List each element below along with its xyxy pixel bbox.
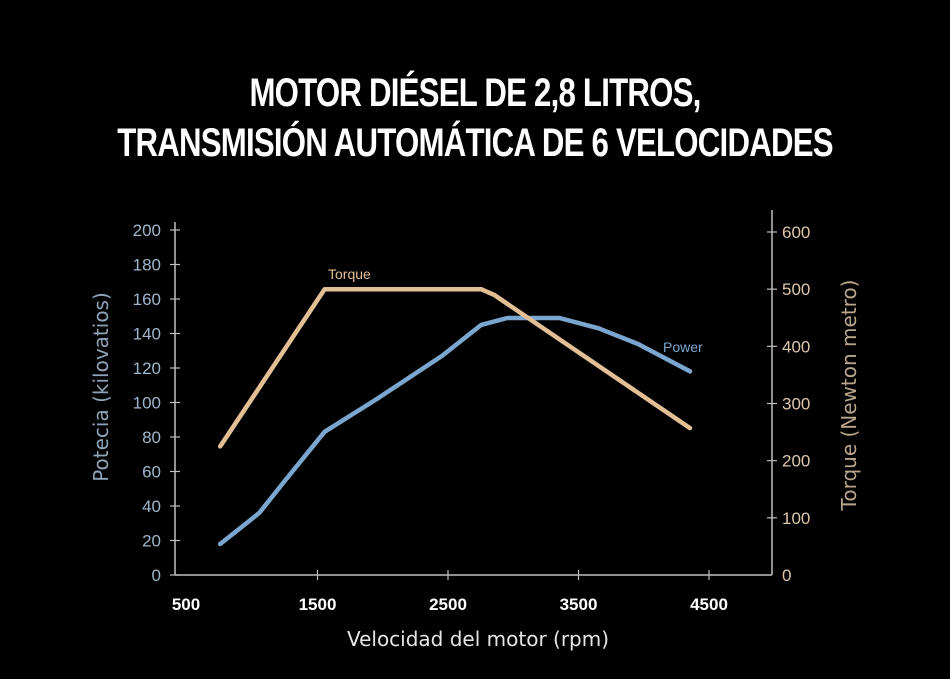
y-left-tick-label: 60 [142, 463, 161, 482]
y-right-tick-label: 500 [782, 280, 810, 299]
y-left-tick-label: 140 [133, 325, 161, 344]
torque-series-label: Torque [328, 266, 371, 282]
y-right-tick-label: 0 [782, 566, 791, 585]
axis-labels: Velocidad del motor (rpm) Potecia (kilov… [89, 280, 861, 651]
y-axis-left-label: Potecia (kilovatios) [89, 292, 113, 482]
x-tick-label: 4500 [690, 595, 728, 614]
chart-title-line1: MOTOR DIÉSEL DE 2,8 LITROS, [249, 71, 701, 115]
y-left-tick-label: 0 [152, 566, 161, 585]
y-left-tick-label: 80 [142, 428, 161, 447]
y-right-tick-label: 200 [782, 452, 810, 471]
chart-title: MOTOR DIÉSEL DE 2,8 LITROS, TRANSMISIÓN … [105, 68, 846, 168]
y-right-tick-label: 100 [782, 509, 810, 528]
power-series-label: Power [663, 339, 703, 355]
y-right-tick-label: 400 [782, 337, 810, 356]
x-tick-label: 500 [172, 595, 200, 614]
chart-title-line2: TRANSMISIÓN AUTOMÁTICA DE 6 VELOCIDADES [117, 121, 833, 165]
x-tick-label: 2500 [429, 595, 467, 614]
axes: 0 20 40 60 80 100 120 140 160 180 200 0 100 200 300 400… [133, 210, 810, 614]
y-left-tick-label: 40 [142, 497, 161, 516]
x-axis-label: Velocidad del motor (rpm) [347, 627, 609, 651]
x-tick-label: 3500 [560, 595, 598, 614]
y-axis-right-label: Torque (Newton metro) [837, 280, 861, 512]
y-right-tick-label: 300 [782, 394, 810, 413]
y-left-tick-label: 160 [133, 290, 161, 309]
series-line-torque [217, 286, 693, 449]
y-left-tick-label: 100 [133, 394, 161, 413]
y-left-tick-label: 180 [133, 256, 161, 275]
y-left-tick-label: 20 [142, 532, 161, 551]
y-left-tick-label: 200 [133, 221, 161, 240]
y-left-tick-label: 120 [133, 359, 161, 378]
x-tick-label: 1500 [299, 595, 337, 614]
series-group: Torque Power [217, 266, 703, 547]
series-line-power [217, 315, 693, 547]
y-right-tick-label: 600 [782, 223, 810, 242]
